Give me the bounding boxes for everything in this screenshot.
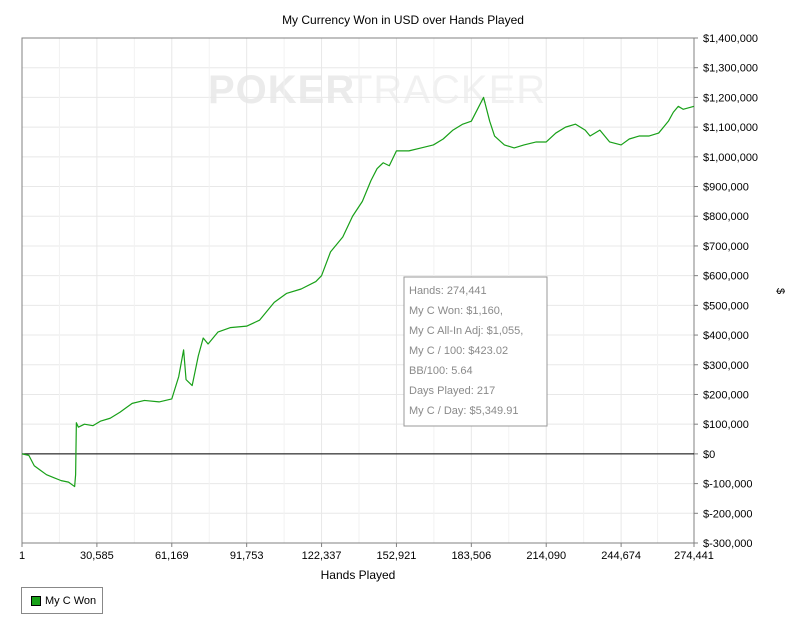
x-tick-label: 274,441: [674, 550, 714, 562]
tooltip-line-perday: My C / Day: $5,349.91: [409, 405, 518, 417]
y-tick-label: $500,000: [703, 300, 749, 312]
tooltip-line-won: My C Won: $1,160,: [409, 305, 503, 317]
series-group: [21, 96, 695, 488]
y-tick-label: $700,000: [703, 241, 749, 253]
x-tick-label: 122,337: [302, 550, 342, 562]
y-tick-label: $900,000: [703, 182, 749, 194]
y-tick-label: $-200,000: [703, 508, 753, 520]
y-tick-label: $-300,000: [703, 538, 753, 550]
y-tick-label: $100,000: [703, 419, 749, 431]
y-tick-label: $800,000: [703, 211, 749, 223]
series-line-my-c-won: [21, 96, 695, 488]
y-axis-label: $: [774, 288, 786, 294]
y-tick-label: $200,000: [703, 389, 749, 401]
watermark-tracker: TRACKER: [348, 68, 546, 112]
tooltip-line-hands: Hands: 274,441: [409, 285, 487, 297]
x-axis: 1 30,585 61,169 91,753 122,337 152,921 183,506…: [19, 543, 714, 562]
x-axis-label: Hands Played: [321, 568, 396, 582]
x-tick-label: 183,506: [451, 550, 491, 562]
y-tick-label: $1,200,000: [703, 92, 758, 104]
x-tick-label: 214,090: [526, 550, 566, 562]
y-tick-label: $1,400,000: [703, 33, 758, 45]
tooltip-line-per100: My C / 100: $423.02: [409, 345, 508, 357]
legend-swatch: [31, 595, 41, 606]
tooltip-line-days: Days Played: 217: [409, 385, 495, 397]
x-tick-label: 244,674: [601, 550, 641, 562]
data-tooltip: Hands: 274,441 My C Won: $1,160, My C Al…: [403, 276, 548, 427]
y-tick-label: $1,300,000: [703, 63, 758, 75]
y-axis: $1,400,000 $1,300,000 $1,200,000 $1,100,000…: [694, 33, 758, 550]
legend: My C Won: [21, 587, 103, 614]
watermark-poker: POKER: [208, 68, 355, 112]
y-tick-label: $400,000: [703, 330, 749, 342]
grid: [21, 37, 695, 544]
y-tick-label: $1,000,000: [703, 152, 758, 164]
x-tick-label: 91,753: [230, 550, 264, 562]
x-tick-label: 61,169: [155, 550, 189, 562]
y-tick-label: $0: [703, 449, 715, 461]
tooltip-line-allin: My C All-In Adj: $1,055,: [409, 325, 523, 337]
y-tick-label: $600,000: [703, 271, 749, 283]
tooltip-line-bb100: BB/100: 5.64: [409, 365, 473, 377]
chart-title: My Currency Won in USD over Hands Played: [282, 13, 524, 27]
x-tick-label: 30,585: [80, 550, 114, 562]
legend-label: My C Won: [45, 594, 97, 607]
x-tick-label: 1: [19, 550, 25, 562]
y-tick-label: $1,100,000: [703, 122, 758, 134]
y-tick-label: $300,000: [703, 360, 749, 372]
watermark: POKER TRACKER: [208, 68, 546, 112]
x-tick-label: 152,921: [377, 550, 417, 562]
plot-frame: [21, 37, 695, 544]
y-tick-label: $-100,000: [703, 479, 753, 491]
